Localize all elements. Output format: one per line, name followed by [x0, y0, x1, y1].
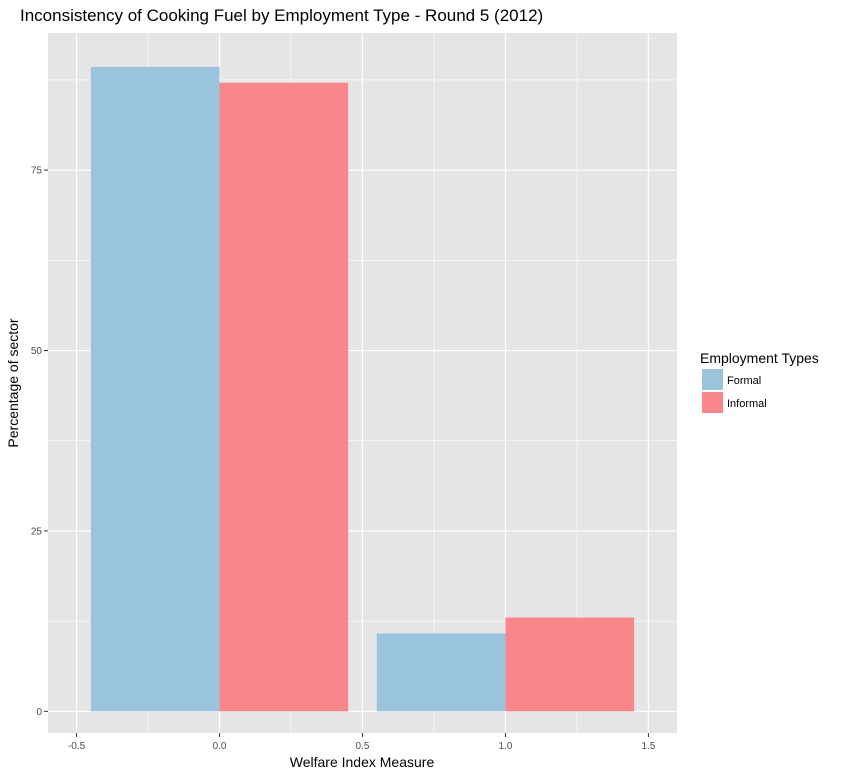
legend-key-informal — [702, 392, 723, 413]
y-tick-label: 0 — [36, 707, 42, 718]
bars — [90, 66, 635, 712]
legend-label-informal: Informal — [727, 398, 767, 410]
bar-formal-1 — [376, 633, 506, 712]
y-tick-label: 25 — [31, 526, 43, 537]
x-tick-label: 0.0 — [213, 741, 227, 752]
bar-informal-1 — [505, 617, 635, 712]
x-axis-ticks: -0.5 0.0 0.5 1.0 1.5 — [68, 733, 656, 752]
x-tick-label: 1.5 — [641, 741, 655, 752]
x-tick-label: 0.5 — [356, 741, 370, 752]
y-tick-label: 75 — [31, 166, 43, 177]
legend-key-formal — [702, 369, 723, 390]
chart-title: Inconsistency of Cooking Fuel by Employm… — [20, 6, 543, 25]
bar-formal-0 — [90, 66, 220, 712]
y-axis-ticks: 0 25 50 75 — [31, 166, 48, 718]
legend-title: Employment Types — [700, 350, 819, 366]
x-tick-label: -0.5 — [68, 741, 86, 752]
y-tick-label: 50 — [31, 346, 43, 357]
x-tick-label: 1.0 — [499, 741, 513, 752]
x-axis-title: Welfare Index Measure — [290, 754, 435, 770]
bar-informal-0 — [219, 82, 349, 712]
legend-label-formal: Formal — [727, 375, 761, 387]
y-axis-title: Percentage of sector — [5, 318, 21, 448]
legend: Employment Types Formal Informal — [700, 350, 819, 413]
